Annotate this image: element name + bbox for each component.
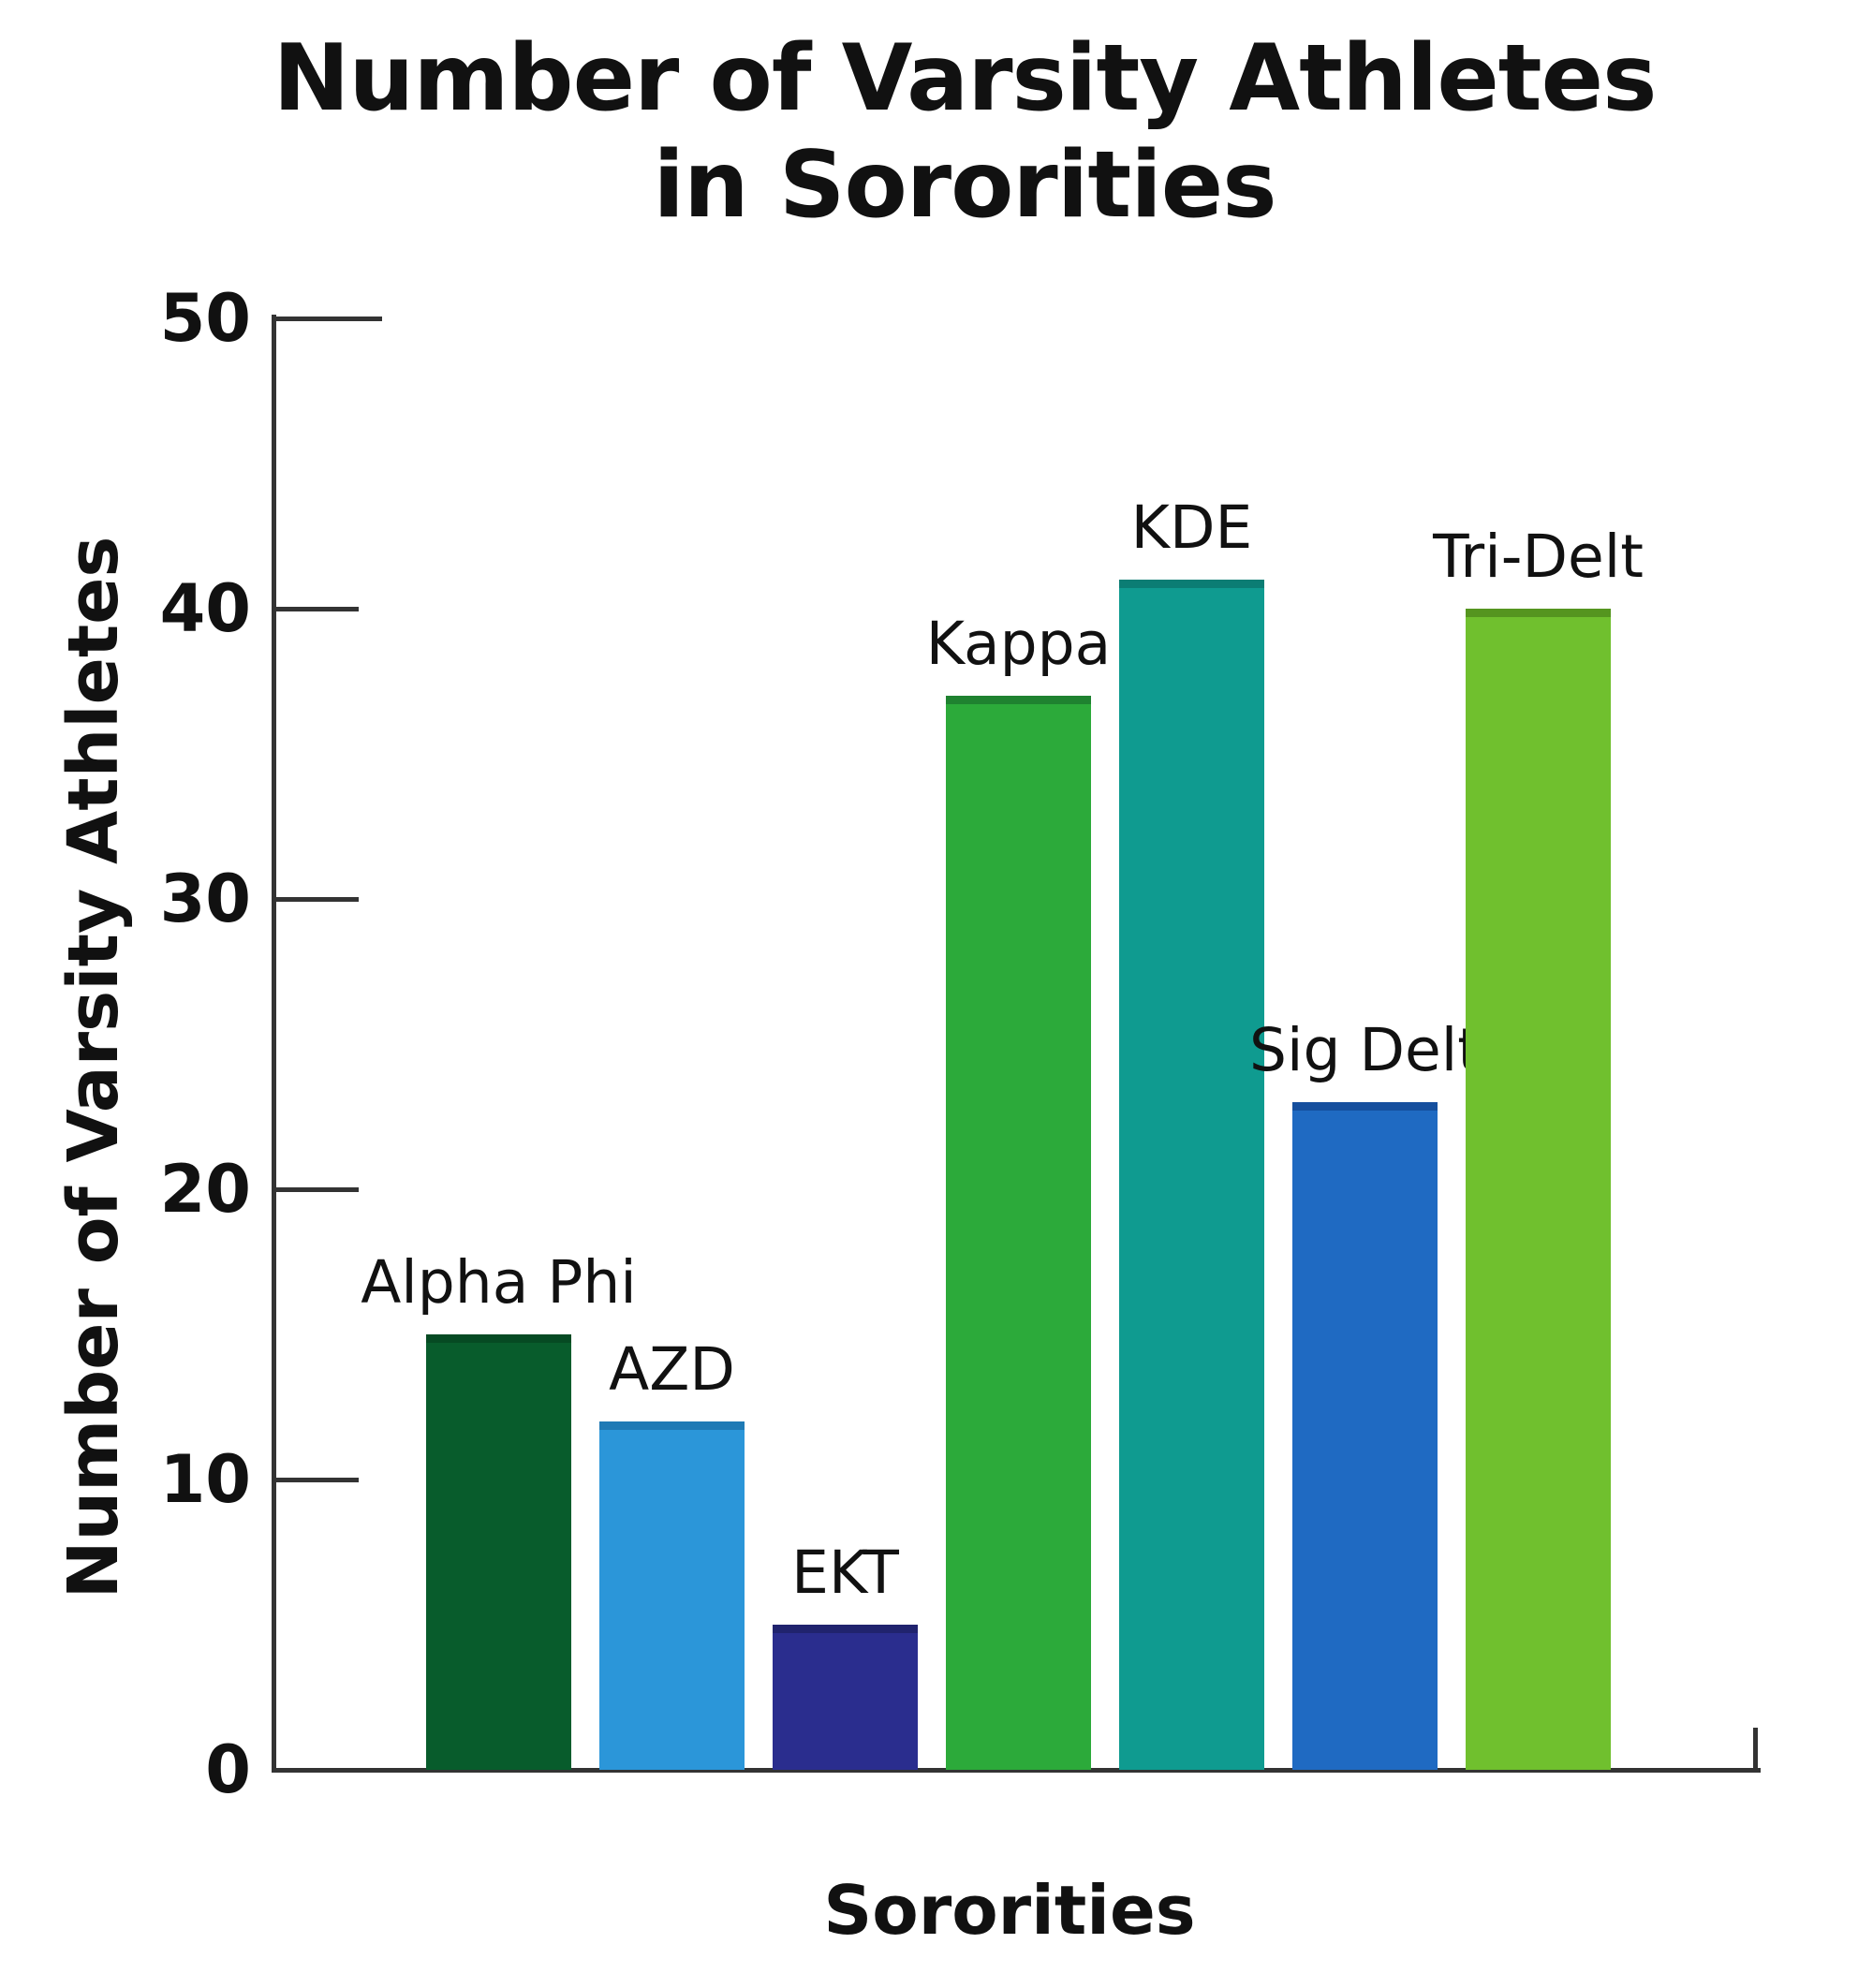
y-tick-label-0: 0: [205, 1731, 251, 1808]
bar-cap-alpha-phi: [426, 1334, 571, 1343]
y-tick-label-10: 10: [159, 1441, 251, 1518]
bar-sig-delt: [1292, 1102, 1438, 1770]
bar-label-tri-delt: Tri-Delt: [1433, 523, 1644, 591]
bar-label-sig-delt: Sig Delt: [1249, 1016, 1481, 1084]
chart-title: Number of Varsity Athletes in Sororities: [0, 25, 1873, 239]
y-tick-label-40: 40: [159, 570, 251, 647]
bar-cap-azd: [599, 1421, 745, 1430]
bar-kde: [1119, 580, 1264, 1770]
bar-label-alpha-phi: Alpha Phi: [361, 1248, 637, 1317]
y-tick-label-30: 30: [159, 861, 251, 937]
bar-cap-tri-delt: [1466, 609, 1611, 617]
x-axis-title: Sororities: [823, 1871, 1196, 1950]
x-axis-line: [272, 1768, 1761, 1773]
bar-label-ekt: EKT: [791, 1539, 899, 1607]
bar-label-azd: AZD: [609, 1335, 735, 1404]
y-tick-10: [274, 1478, 359, 1482]
bar-label-kde: KDE: [1130, 493, 1253, 562]
bar-azd: [599, 1421, 745, 1770]
bar-alpha-phi: [426, 1334, 571, 1770]
bar-ekt: [773, 1625, 918, 1770]
bar-kappa: [946, 696, 1091, 1770]
bar-label-kappa: Kappa: [925, 610, 1112, 678]
bar-tri-delt: [1466, 609, 1611, 1770]
bar-cap-sig-delt: [1292, 1102, 1438, 1111]
chart-title-line-1: Number of Varsity Athletes: [273, 25, 1658, 132]
bar-cap-ekt: [773, 1625, 918, 1633]
chart-title-line-2: in Sororities: [653, 131, 1276, 239]
bar-cap-kappa: [946, 696, 1091, 704]
y-tick-label-50: 50: [159, 280, 251, 357]
x-axis-end-tick: [1753, 1728, 1758, 1770]
bar-cap-kde: [1119, 580, 1264, 588]
y-tick-30: [274, 897, 359, 902]
y-tick-label-20: 20: [159, 1151, 251, 1228]
y-tick-40: [274, 607, 359, 611]
y-tick-20: [274, 1187, 359, 1192]
y-axis-line: [272, 315, 276, 1773]
y-tick-50: [274, 317, 382, 321]
